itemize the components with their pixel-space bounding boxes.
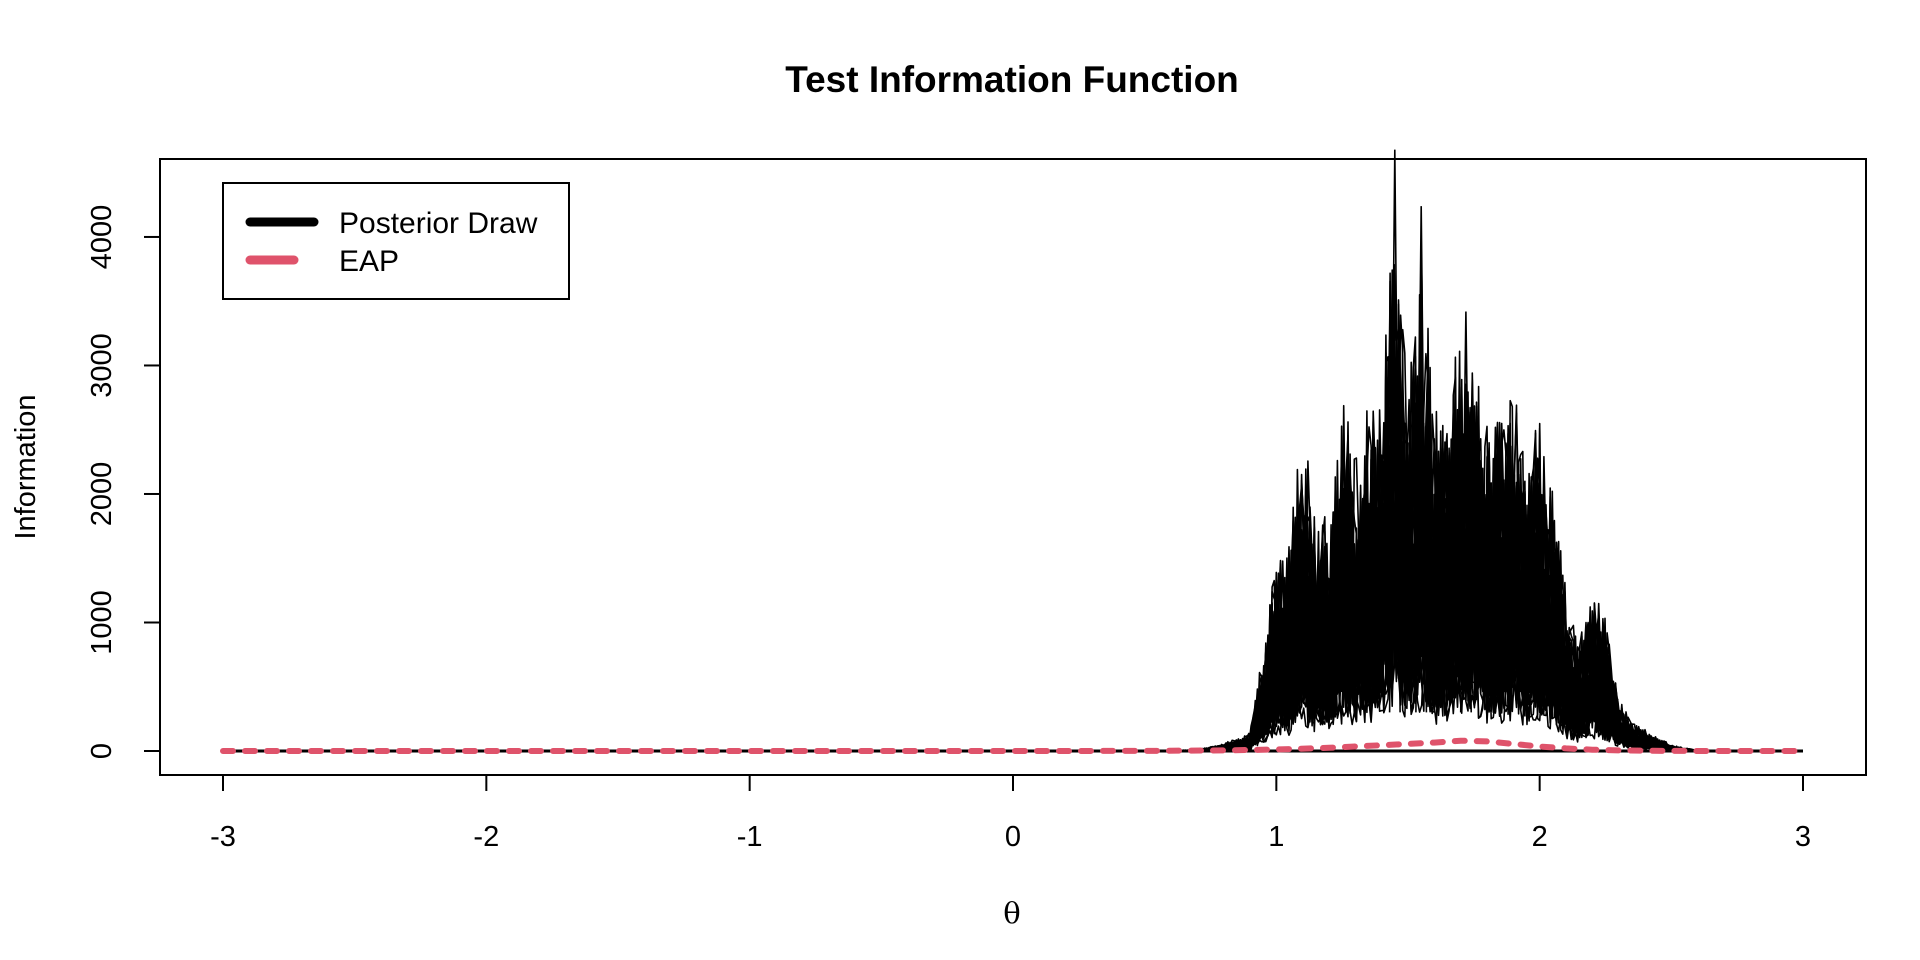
y-tick-label: 2000: [86, 462, 118, 527]
legend: Posterior Draw EAP: [222, 182, 570, 300]
y-axis-label: Information: [10, 394, 42, 539]
y-tick-label: 1000: [86, 590, 118, 655]
x-tick-label: 3: [1795, 821, 1811, 853]
x-axis: -3 -2 -1 0 1 2 3: [210, 774, 1811, 853]
posterior-draw-peak: [1459, 311, 1472, 713]
y-tick-label: 4000: [86, 205, 118, 270]
y-axis: 0 1000 2000 3000 4000: [86, 205, 161, 759]
posterior-draw-peak: [1388, 149, 1401, 713]
y-tick-label: 3000: [86, 333, 118, 398]
eap-series-line: [220, 737, 1806, 754]
y-tick-label: 0: [86, 743, 118, 759]
posterior-draw-line: [223, 314, 1803, 752]
x-tick-label: -2: [473, 821, 499, 853]
legend-box: [222, 182, 570, 300]
posterior-draw-peak: [1415, 206, 1428, 713]
eap-line: [220, 737, 1806, 754]
x-tick-label: -1: [737, 821, 763, 853]
x-tick-label: -3: [210, 821, 236, 853]
legend-label-posterior: Posterior Draw: [339, 207, 538, 240]
x-tick-label: 0: [1005, 821, 1021, 853]
x-tick-label: 2: [1532, 821, 1548, 853]
chart-title: Test Information Function: [785, 59, 1239, 100]
legend-label-eap: EAP: [339, 245, 399, 278]
x-tick-label: 1: [1268, 821, 1284, 853]
x-axis-label: θ: [1003, 896, 1020, 930]
